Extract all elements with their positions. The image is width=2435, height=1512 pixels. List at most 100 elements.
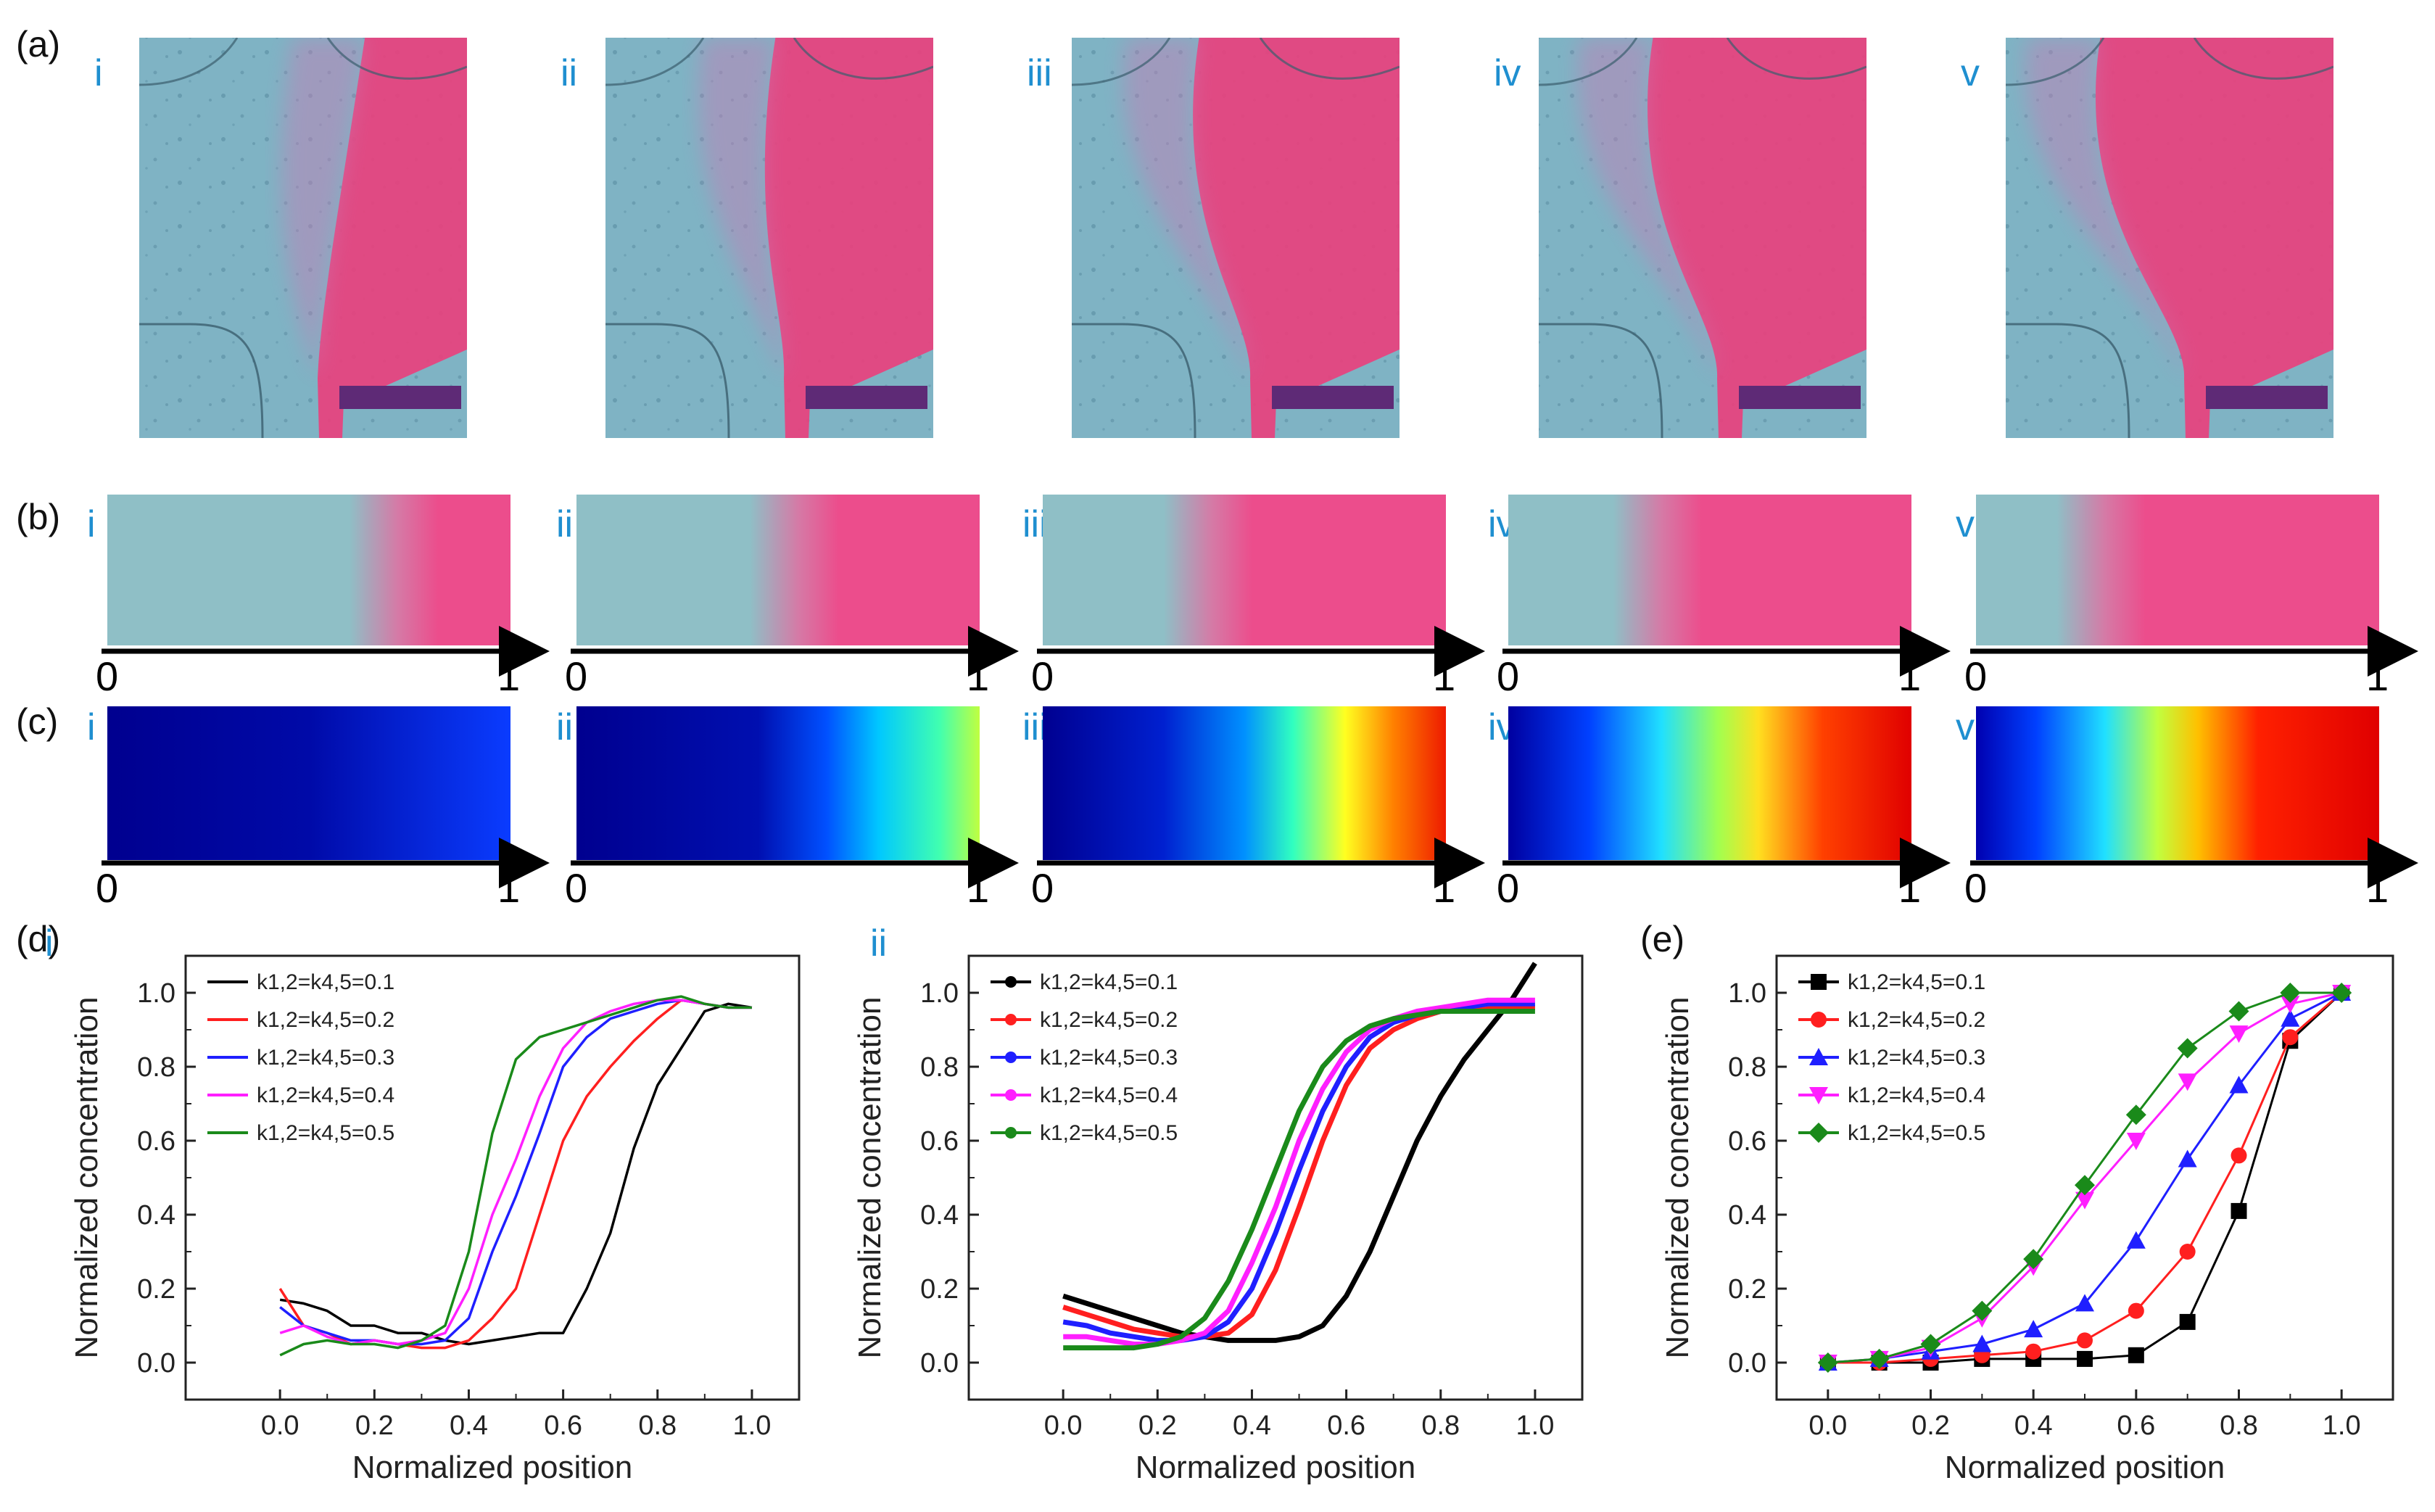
channel-image-ii: ii 0 1 [556,495,1019,699]
axis-end-label: 1 [1433,653,1455,699]
channel-image [1976,495,2379,645]
x-tick-label: 0.6 [544,1410,582,1441]
data-point [2281,996,2300,1014]
legend-label: k1,2=k4,5=0.3 [1848,1046,1985,1070]
axis-end-label: 1 [2366,865,2389,911]
channel-wall-left [1072,323,1196,438]
data-point [1920,1334,1941,1355]
data-point [2179,1313,2196,1330]
panel-label-d: (d) [16,919,60,959]
colormap-iv: iv0 1 [1488,706,1951,911]
sub-label-b-i: i [87,503,96,545]
channel-wall-right [1726,38,1866,80]
legend-label: k1,2=k4,5=0.5 [257,1121,394,1145]
x-axis-title: Normalized position [352,1450,632,1485]
y-axis: 0.0 0.2 0.4 0.6 0.8 1.0 [137,978,196,1379]
y-tick-label: 1.0 [1728,978,1766,1009]
micrograph-image [605,38,933,438]
sub-label-a-iv: iv [1494,52,1521,94]
legend-label: k1,2=k4,5=0.5 [1040,1121,1178,1145]
y-tick-label: 0.0 [1728,1348,1766,1379]
data-point [2177,1038,2198,1059]
y-tick-label: 0.8 [920,1052,959,1083]
diffusion-zone [1578,38,1718,379]
series-group [1062,962,1537,1351]
data-point [2229,1025,2249,1044]
channel-image [1508,495,1911,645]
data-point [1809,1048,1828,1065]
data-point [2280,983,2301,1003]
channel-wall-top [2006,38,2105,86]
y-tick-label: 1.0 [920,978,959,1009]
chart-sub-label: i [45,922,54,964]
channel-wall-right [793,38,933,80]
y-tick-label: 0.4 [1728,1200,1766,1231]
channel-wall-left [1539,323,1663,438]
axis-start-label: 0 [1031,653,1054,699]
simulation-colormap [1508,706,1911,860]
panel-label-a: (a) [16,24,60,65]
data-point [2075,1294,2094,1312]
legend-marker [1005,1014,1017,1025]
micrograph-image [1539,38,1866,438]
axis-start-label: 0 [1964,653,1987,699]
data-point [2025,1343,2042,1360]
y-axis-title: Normalized concentration [852,997,888,1359]
sub-label-a-ii: ii [561,52,577,94]
chart-d-i: i 0.0 0.2 0.4 0.6 0.8 1.0 0.0 0.2 0.4 0.6 0.8 1.0 Nor… [45,922,801,1485]
series-line-5 [1063,1009,1535,1351]
legend-label: k1,2=k4,5=0.2 [1040,1008,1178,1032]
axis-end-label: 1 [1898,653,1921,699]
diffusion-zone [2025,38,2185,379]
micrograph-image [139,38,467,438]
sub-label-a-v: v [1961,52,1980,94]
x-tick-label: 0.0 [1808,1410,1847,1441]
channel-image [1043,495,1446,645]
data-point [1817,1352,1838,1373]
data-point [2077,1332,2093,1349]
legend-label: k1,2=k4,5=0.4 [1040,1083,1178,1107]
data-point [2178,1149,2197,1168]
simulation-colormap [1976,706,2379,860]
x-axis: 0.0 0.2 0.4 0.6 0.8 1.0 [1808,1389,2361,1441]
channel-image-i: i 0 1 [87,495,550,699]
channel-image-v: v 0 1 [1956,495,2418,699]
x-tick-label: 0.4 [2014,1410,2053,1441]
channel-image [107,495,510,645]
data-point [2128,1302,2144,1319]
data-point [2125,1104,2146,1125]
panel-label-e: (e) [1640,919,1684,959]
series-line-1 [279,1002,753,1346]
axis-end-label: 1 [1898,865,1921,911]
x-tick-label: 0.4 [1233,1410,1271,1441]
sub-label-b-v: v [1956,503,1975,545]
micrograph-v: v [1961,38,2333,438]
axis-end-label: 1 [967,865,989,911]
channel-wall-right [1259,38,1400,80]
x-tick-label: 0.0 [261,1410,299,1441]
diffusion-zone [1123,38,1251,379]
axis-end-label: 1 [2366,653,2389,699]
data-point [1811,974,1827,990]
axis-end-label: 1 [967,653,989,699]
x-axis: 0.0 0.2 0.4 0.6 0.8 1.0 [261,1389,771,1441]
sub-label-c-v: v [1956,706,1975,748]
legend-label: k1,2=k4,5=0.2 [257,1008,394,1032]
panel-label-c: (c) [16,701,58,742]
channel-wall-right [2193,38,2333,80]
y-axis: 0.0 0.2 0.4 0.6 0.8 1.0 [1728,978,1787,1379]
x-tick-label: 1.0 [1516,1410,1555,1441]
data-point [2024,1320,2043,1338]
x-tick-label: 0.6 [2117,1410,2155,1441]
y-axis-title: Normalized concentration [1660,997,1695,1359]
y-tick-label: 0.6 [1728,1126,1766,1157]
x-tick-label: 0.8 [2220,1410,2258,1441]
y-axis: 0.0 0.2 0.4 0.6 0.8 1.0 [920,978,979,1379]
legend-label: k1,2=k4,5=0.5 [1848,1121,1985,1145]
data-point [2023,1249,2044,1270]
legend-label: k1,2=k4,5=0.1 [257,970,394,994]
y-tick-label: 1.0 [137,978,175,1009]
y-tick-label: 0.2 [137,1274,175,1305]
